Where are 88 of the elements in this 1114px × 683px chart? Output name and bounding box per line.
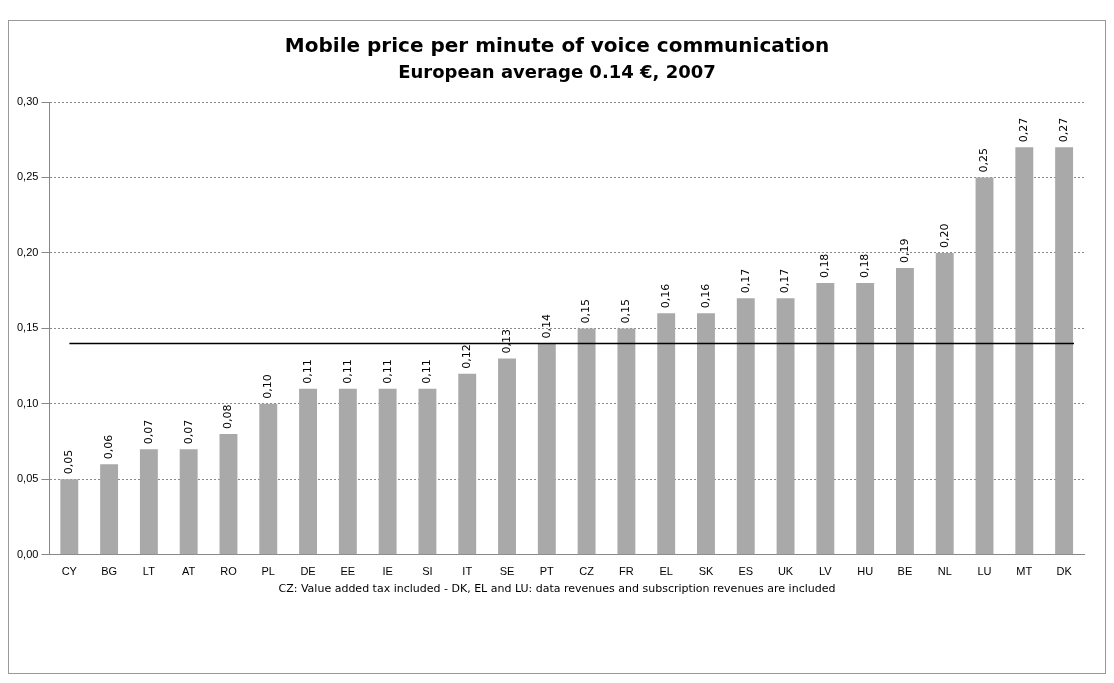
data-label: 0,27: [1056, 117, 1070, 143]
bar: [139, 449, 158, 555]
data-label: 0,11: [300, 359, 314, 384]
bar: [537, 343, 556, 555]
bar: [1015, 147, 1034, 555]
chart-subtitle: European average 0.14 €, 2007: [397, 61, 717, 82]
x-tick-label: CZ: [579, 565, 595, 578]
x-tick-label: LT: [142, 565, 156, 578]
x-tick-label: PL: [261, 565, 275, 578]
x-tick-label: UK: [777, 565, 794, 578]
bar: [816, 283, 835, 555]
x-tick-label: PT: [539, 565, 555, 578]
data-label: 0,20: [937, 223, 951, 248]
bar: [935, 252, 954, 555]
x-tick-label: BE: [897, 565, 913, 578]
y-tick-label: 0,25: [16, 170, 39, 183]
bar: [975, 177, 994, 555]
data-label: 0,05: [62, 449, 76, 475]
bar: [299, 388, 318, 555]
text: CZ: Value added tax included - DK, EL and LU: data revenues and subscription revenues are included: [277, 582, 837, 595]
bar: [697, 313, 715, 555]
bar: [895, 268, 914, 555]
data-label: 0,11: [420, 359, 434, 384]
x-tick-label: SE: [499, 565, 515, 578]
y-tick-label: 0,30: [16, 95, 39, 108]
x-tick-label: SK: [698, 565, 714, 578]
bar: [856, 283, 875, 555]
x-tick-label: EE: [340, 565, 356, 578]
bar: [657, 313, 676, 555]
data-label: 0,14: [539, 313, 553, 339]
data-label: 0,15: [619, 298, 633, 324]
bar: [378, 388, 397, 555]
y-tick-label: 0,20: [16, 245, 39, 258]
data-label: 0,08: [221, 404, 235, 430]
y-tick-label: 0,10: [16, 396, 39, 409]
x-tick-label: HU: [857, 565, 874, 578]
x-tick-label: LU: [977, 565, 992, 578]
x-tick-label: CY: [61, 565, 78, 578]
data-label: 0,16: [659, 283, 673, 309]
bar: [736, 298, 755, 555]
bar: [458, 373, 477, 555]
data-label: 0,10: [261, 374, 275, 399]
data-label: 0,06: [101, 434, 115, 460]
x-tick-label: AT: [182, 565, 196, 578]
data-label: 0,13: [499, 329, 513, 354]
x-tick-label: RO: [220, 565, 238, 578]
data-label: 0,07: [181, 419, 195, 445]
data-label: 0,18: [858, 253, 871, 279]
data-label: 0,12: [460, 344, 474, 369]
x-tick-label: DE: [300, 565, 316, 578]
data-label: 0,15: [579, 298, 593, 324]
data-label: 0,16: [698, 283, 712, 309]
x-tick-label: NL: [937, 565, 952, 578]
bar: [259, 403, 278, 555]
data-label: 0,17: [778, 268, 792, 294]
chart-title: Mobile price per minute of voice communication: [283, 33, 831, 57]
data-label: 0,18: [818, 253, 832, 279]
bar: [577, 328, 596, 555]
x-tick-label: EL: [659, 565, 673, 578]
y-tick-label: 0,00: [16, 547, 39, 560]
bar: [776, 298, 795, 555]
bar: [498, 358, 516, 555]
x-tick-label: SI: [422, 565, 433, 578]
bar: [60, 479, 79, 555]
bar: [1055, 147, 1074, 555]
bar: [418, 388, 437, 555]
data-label: 0,27: [1017, 117, 1031, 143]
data-label: 0,11: [380, 359, 394, 384]
x-tick-label: LV: [819, 565, 833, 578]
y-tick-label: 0,15: [16, 321, 39, 334]
bar: [338, 388, 357, 555]
x-tick-label: IE: [382, 565, 393, 578]
bar: [617, 328, 636, 555]
x-tick-label: BG: [101, 565, 118, 578]
bar: [219, 434, 238, 555]
data-label: 0,19: [897, 238, 911, 264]
data-label: 0,17: [738, 268, 752, 294]
y-tick-label: 0,05: [16, 472, 39, 485]
x-tick-label: ES: [738, 565, 754, 578]
bar: [100, 464, 119, 555]
x-tick-label: IT: [462, 565, 473, 578]
data-label: 0,07: [141, 419, 155, 445]
x-tick-label: MT: [1016, 565, 1033, 578]
data-label: 0,25: [977, 147, 991, 173]
x-tick-label: FR: [619, 565, 634, 578]
bar: [179, 449, 198, 555]
x-tick-label: DK: [1056, 565, 1073, 578]
data-label: 0,11: [340, 359, 354, 384]
